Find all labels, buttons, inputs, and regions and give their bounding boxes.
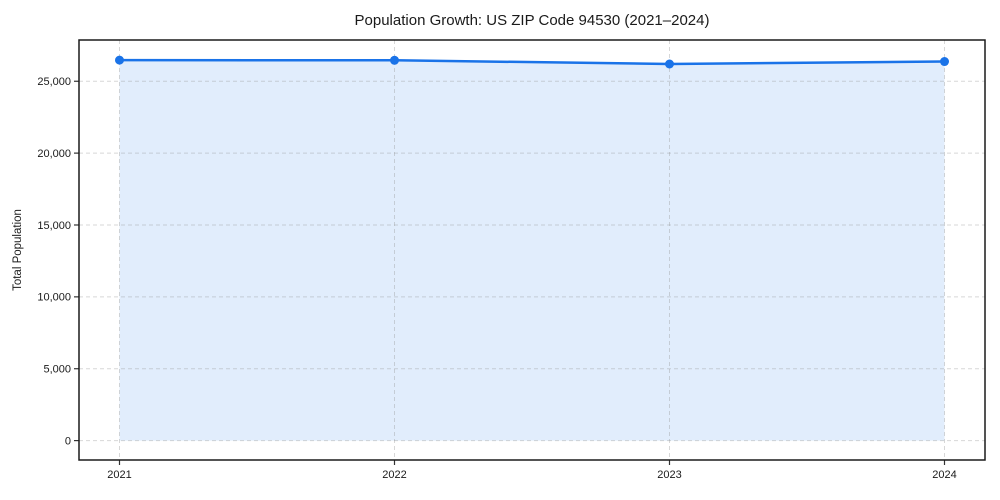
data-point: [665, 59, 674, 69]
x-tick-label: 2024: [932, 469, 956, 481]
y-tick-label: 20,000: [37, 148, 71, 160]
area-fill: [119, 60, 945, 441]
data-point: [115, 55, 124, 65]
chart-title: Population Growth: US ZIP Code 94530 (20…: [354, 12, 710, 29]
x-tick-label: 2021: [107, 469, 131, 481]
plot-frame: [78, 39, 986, 461]
x-tick-label: 2022: [382, 469, 406, 481]
y-tick-label: 5,000: [43, 364, 71, 376]
y-tick-label: 25,000: [37, 76, 71, 88]
y-tick-label: 0: [65, 435, 71, 447]
y-tick-label: 10,000: [37, 292, 71, 304]
x-tick-label: 2023: [657, 469, 681, 481]
data-point: [390, 55, 399, 65]
data-point: [940, 57, 949, 67]
y-tick-label: 15,000: [37, 220, 71, 232]
data-line: [118, 58, 946, 66]
